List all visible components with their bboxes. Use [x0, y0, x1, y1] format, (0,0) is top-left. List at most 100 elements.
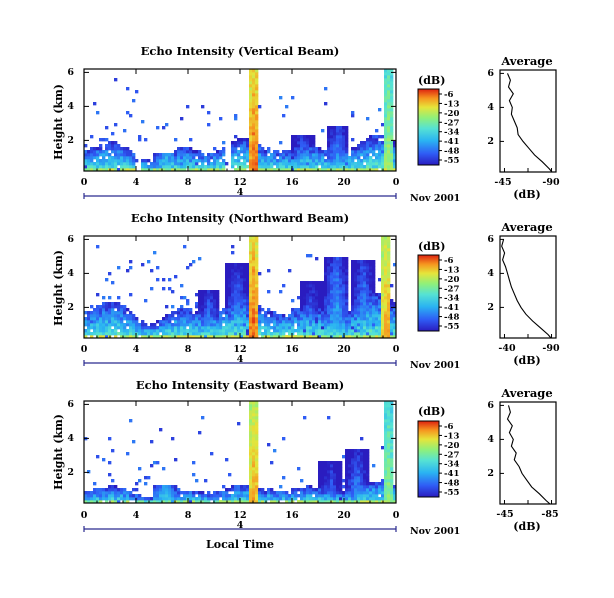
heatmap-cell: [255, 126, 259, 130]
heatmap-cell: [156, 168, 160, 172]
heatmap-cell: [297, 494, 301, 498]
heatmap-cell: [237, 329, 241, 333]
heatmap-cell: [324, 482, 328, 486]
heatmap-cell: [159, 153, 163, 157]
heatmap-cell: [192, 494, 196, 498]
heatmap-cell: [384, 156, 388, 160]
heatmap-cell: [387, 257, 391, 261]
heatmap-cell: [378, 320, 382, 324]
heatmap-cell: [252, 236, 256, 240]
heatmap-cell: [366, 479, 370, 483]
heatmap-cell: [231, 275, 235, 279]
heatmap-cell: [339, 494, 343, 498]
heatmap-cell: [102, 329, 106, 333]
heatmap-cell: [126, 165, 130, 169]
heatmap-cell: [384, 281, 388, 285]
heatmap-cell: [321, 284, 325, 288]
heatmap-cell: [204, 500, 208, 504]
colorbar-title: (dB): [418, 74, 445, 87]
heatmap-cell: [342, 293, 346, 297]
heatmap-cell: [312, 138, 316, 142]
heatmap-cell: [387, 105, 391, 109]
heatmap-cell: [252, 497, 256, 501]
heatmap-cell: [270, 159, 274, 163]
heatmap-cell: [384, 305, 388, 309]
heatmap-cell: [381, 314, 385, 318]
heatmap-cell: [222, 168, 226, 172]
heatmap-cell: [282, 284, 286, 288]
avg-y-tick-label: 2: [487, 136, 494, 147]
heatmap-cell: [303, 302, 307, 306]
heatmap-cell: [132, 497, 136, 501]
heatmap-cell: [195, 150, 199, 154]
heatmap-cell: [132, 165, 136, 169]
heatmap-cell: [333, 126, 337, 130]
heatmap-cell: [93, 488, 97, 492]
heatmap-cell: [105, 329, 109, 333]
heatmap-cell: [351, 449, 355, 453]
heatmap-cell: [213, 329, 217, 333]
heatmap-cell: [261, 159, 265, 163]
heatmap-cell: [333, 147, 337, 151]
heatmap-cell: [213, 302, 217, 306]
heatmap-cell: [294, 329, 298, 333]
heatmap-cell: [177, 323, 181, 327]
heatmap-cell: [297, 147, 301, 151]
heatmap-cell: [246, 326, 250, 330]
heatmap-cell: [297, 156, 301, 160]
heatmap-cell: [252, 260, 256, 264]
heatmap-cell: [249, 269, 253, 273]
heatmap-cell: [306, 323, 310, 327]
heatmap-cell: [246, 269, 250, 273]
panel-northward-beam: Echo Intensity (Northward Beam) Height (…: [52, 211, 560, 371]
heatmap-cell: [342, 141, 346, 145]
x-tick-label: 12: [233, 344, 246, 355]
heatmap-cell: [240, 290, 244, 294]
heatmap-cell: [258, 305, 262, 309]
heatmap-cell: [108, 320, 112, 324]
heatmap-cell: [336, 132, 340, 136]
heatmap-cell: [387, 287, 391, 291]
heatmap-cell: [354, 470, 358, 474]
heatmap-cell: [237, 150, 241, 154]
heatmap-cell: [363, 314, 367, 318]
heatmap-cell: [213, 317, 217, 321]
heatmap-cell: [228, 266, 232, 270]
heatmap-cell: [126, 497, 130, 501]
heatmap-cell: [255, 497, 259, 501]
heatmap-cell: [201, 296, 205, 300]
heatmap-cell: [363, 269, 367, 273]
colorbar-ticks: -6-13-20-27-34-41-48-55: [439, 256, 459, 332]
heatmap-cell: [309, 296, 313, 300]
heatmap-cell: [114, 500, 118, 504]
heatmap-cell: [207, 323, 211, 327]
heatmap-cell: [330, 269, 334, 273]
heatmap-cell: [264, 332, 268, 336]
day-axis: 4 Nov 2001 Local Time: [83, 520, 460, 551]
heatmap-cell: [378, 482, 382, 486]
heatmap-cell: [255, 437, 259, 441]
heatmap-cell: [213, 305, 217, 309]
heatmap-cell: [342, 156, 346, 160]
heatmap-cell: [294, 497, 298, 501]
heatmap-cell: [384, 413, 388, 417]
heatmap-cell: [324, 497, 328, 501]
heatmap-cell: [243, 332, 247, 336]
heatmap-cell: [252, 425, 256, 429]
heatmap-cell: [231, 329, 235, 333]
heatmap-cell: [204, 290, 208, 294]
heatmap-cell: [240, 141, 244, 145]
heatmap-cell: [210, 329, 214, 333]
heatmap-cell: [171, 485, 175, 489]
heatmap-cell: [327, 260, 331, 264]
heatmap-cell: [390, 78, 394, 82]
heatmap-cell: [306, 332, 310, 336]
heatmap-cell: [390, 404, 394, 408]
colorbar-title: (dB): [418, 405, 445, 418]
heatmap-cell: [255, 464, 259, 468]
heatmap-cell: [333, 314, 337, 318]
heatmap-cell: [357, 299, 361, 303]
heatmap-cell: [246, 323, 250, 327]
heatmap-cell: [360, 455, 364, 459]
heatmap-cell: [282, 159, 286, 163]
